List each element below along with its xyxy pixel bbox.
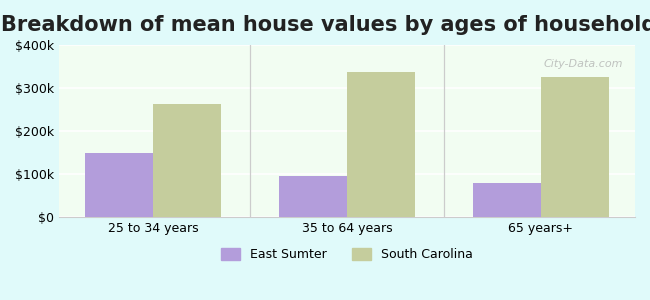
Bar — [153, 104, 221, 217]
Bar — [347, 72, 415, 217]
Legend: East Sumter, South Carolina: East Sumter, South Carolina — [216, 243, 478, 266]
Bar — [473, 183, 541, 217]
Bar — [541, 77, 609, 217]
Bar — [85, 153, 153, 217]
Title: Breakdown of mean house values by ages of householders: Breakdown of mean house values by ages o… — [1, 15, 650, 35]
Bar — [279, 176, 347, 217]
Text: City-Data.com: City-Data.com — [544, 59, 623, 69]
